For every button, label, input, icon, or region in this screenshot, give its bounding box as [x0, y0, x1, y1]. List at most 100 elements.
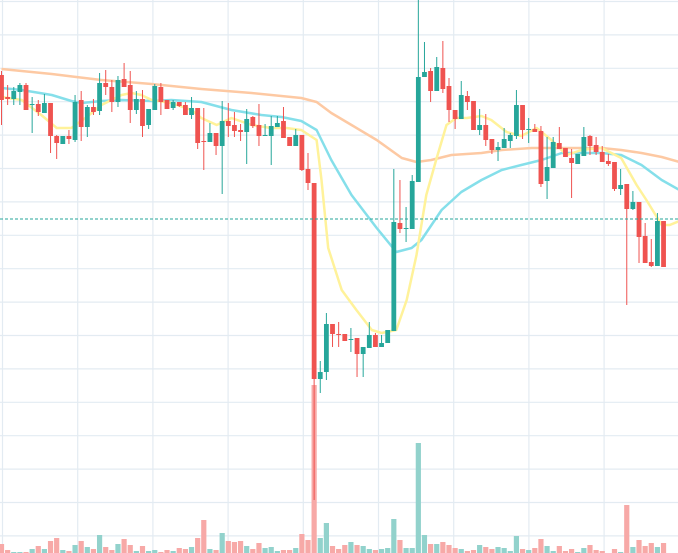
volume-bar: [213, 550, 219, 553]
volume-bar: [121, 539, 127, 553]
candle: [385, 330, 391, 343]
candle: [109, 80, 115, 112]
candle: [409, 175, 415, 229]
candle-body: [5, 97, 11, 99]
candle: [593, 137, 599, 155]
volume-bar: [599, 551, 605, 553]
volume-bar: [152, 550, 158, 553]
candle: [532, 124, 538, 132]
candle: [115, 76, 121, 107]
candle-body: [409, 181, 415, 229]
volume-bar: [519, 549, 526, 553]
candle: [415, 0, 421, 182]
volume-bar: [336, 549, 342, 553]
volume-bar: [397, 540, 403, 553]
candle: [575, 154, 581, 164]
candle-body: [299, 135, 305, 170]
candle-body: [520, 105, 525, 130]
candle: [612, 162, 617, 191]
candle: [403, 207, 409, 242]
volume-bar: [293, 548, 299, 553]
volume-bar: [464, 551, 470, 553]
candle: [569, 149, 574, 198]
candle: [599, 146, 605, 162]
candle-body: [207, 133, 213, 142]
volume-bar: [182, 549, 188, 553]
candle: [661, 221, 666, 267]
candle-body: [354, 338, 360, 354]
candle-body: [563, 148, 568, 157]
candle: [170, 100, 176, 110]
candle: [605, 154, 611, 166]
candle: [440, 41, 446, 93]
volume-bar: [452, 548, 458, 553]
volume-bar: [538, 539, 544, 553]
candle-body: [60, 136, 66, 144]
candle: [458, 81, 464, 119]
volume-bar: [587, 545, 593, 553]
candle-body: [385, 330, 391, 343]
volume-bar: [35, 546, 41, 553]
volume-bar: [378, 549, 385, 553]
candle-body: [183, 105, 188, 115]
volume-bar: [103, 547, 109, 553]
candle: [293, 129, 299, 146]
candle: [636, 202, 642, 263]
candle: [164, 100, 170, 109]
candle-body: [471, 101, 476, 130]
candle: [630, 191, 636, 210]
volume-bar: [434, 544, 440, 553]
volume-bar: [611, 549, 618, 553]
candle-body: [428, 71, 433, 91]
candle-body: [526, 129, 532, 130]
candle: [311, 183, 317, 500]
candle-body: [29, 104, 35, 105]
candle-body: [146, 109, 152, 125]
moving-average-line: [1, 91, 678, 335]
candle: [379, 335, 384, 347]
candle-body: [158, 87, 164, 102]
candle-body: [336, 334, 342, 335]
candle: [60, 136, 66, 144]
candle: [360, 347, 366, 377]
volume-bar: [636, 540, 642, 553]
candle: [538, 126, 544, 187]
candle-body: [532, 129, 538, 132]
candle: [97, 73, 102, 115]
volume-bar: [568, 549, 575, 553]
volume-bar: [489, 549, 495, 553]
candle: [176, 102, 182, 107]
candle-body: [550, 142, 556, 168]
volume-bar: [648, 543, 654, 553]
volume-bar: [280, 550, 287, 553]
candle: [158, 83, 164, 115]
candle-body: [48, 103, 53, 136]
candle: [624, 184, 630, 305]
candle-body: [238, 130, 243, 132]
candle-body: [483, 125, 489, 140]
volume-bar: [268, 547, 274, 553]
volume-bar: [109, 550, 115, 553]
candle: [556, 127, 562, 149]
candle: [219, 101, 225, 194]
candle-body: [605, 161, 611, 164]
volume-bar: [164, 550, 170, 553]
candle: [195, 108, 201, 149]
candle: [373, 333, 378, 347]
candle: [587, 135, 593, 155]
candle: [464, 91, 470, 110]
candle-body: [323, 324, 329, 372]
candle-body: [189, 108, 194, 115]
volume-bar: [526, 550, 532, 553]
candle-body: [507, 135, 513, 141]
candle-body: [170, 102, 176, 108]
candle-body: [458, 95, 464, 119]
volume-bar: [170, 551, 176, 553]
candle: [471, 101, 476, 130]
volume-bar: [78, 541, 84, 553]
volume-bar: [366, 549, 372, 553]
candle-body: [636, 202, 642, 237]
candle: [317, 361, 323, 393]
volume-bar: [660, 543, 667, 553]
